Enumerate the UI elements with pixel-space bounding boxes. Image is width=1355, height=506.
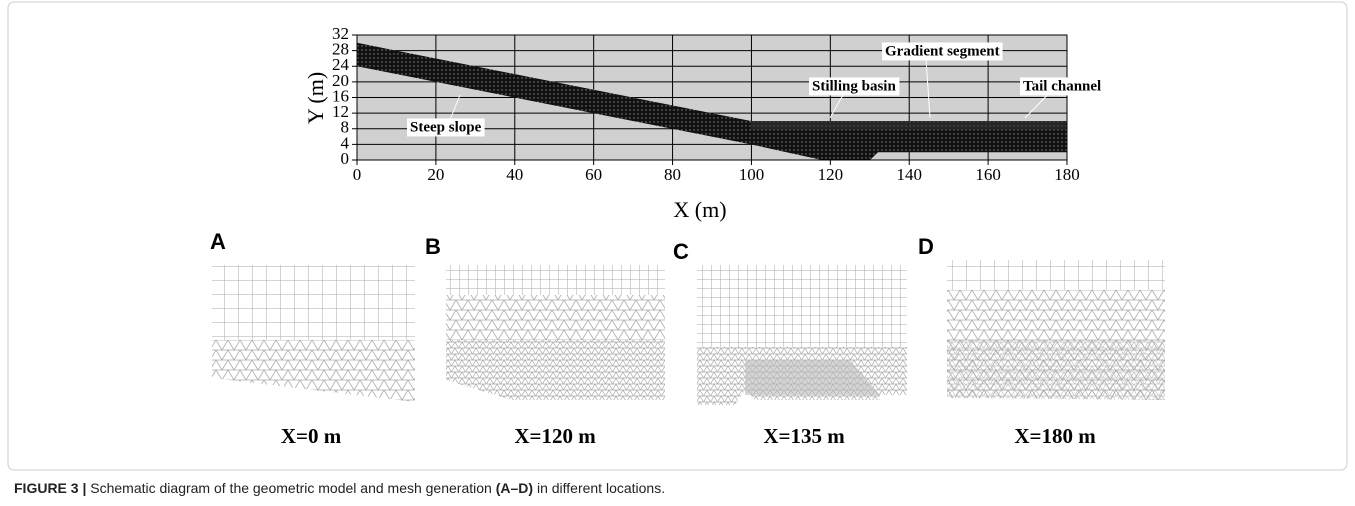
caption-ref: (A–D) — [495, 480, 534, 496]
panel-letter: B — [425, 234, 441, 259]
x-tick-label: 180 — [1054, 165, 1080, 184]
annotation: Tail channel — [1023, 78, 1101, 94]
y-tick-label: 20 — [332, 71, 349, 90]
caption-end: in different locations. — [536, 480, 666, 496]
basin-mesh — [751, 121, 1067, 130]
annotation: Stilling basin — [812, 78, 896, 94]
panel-letter: A — [210, 229, 226, 254]
x-tick-label: 20 — [427, 165, 444, 184]
channel-geometry — [357, 42, 1067, 160]
annotation: Steep slope — [410, 119, 482, 135]
x-tick-label: 120 — [818, 165, 844, 184]
x-axis-label: X (m) — [673, 197, 726, 222]
mesh-d — [947, 260, 1165, 400]
y-tick-label: 4 — [341, 133, 350, 152]
panel-letter: D — [918, 234, 934, 259]
x-tick-label: 140 — [896, 165, 922, 184]
y-tick-label: 32 — [332, 24, 349, 43]
y-tick-label: 8 — [341, 118, 350, 137]
y-tick-label: 16 — [332, 86, 349, 105]
annotation-bg — [882, 42, 1003, 61]
annotation-bg — [1020, 77, 1105, 96]
x-tick-label: 100 — [739, 165, 765, 184]
annotation: Gradient segment — [885, 43, 1000, 59]
x-tick-label: 40 — [506, 165, 523, 184]
annotation-bg — [809, 77, 900, 96]
mesh-c — [697, 265, 907, 405]
annotation-arrow — [449, 94, 461, 121]
y-axis-label: Y (m) — [303, 72, 328, 124]
mesh-a — [212, 265, 415, 402]
x-tick-label: 0 — [353, 165, 362, 184]
panel-caption: X=0 m — [281, 424, 342, 448]
panel-caption: X=135 m — [763, 424, 845, 448]
y-tick-label: 28 — [332, 40, 349, 59]
figure-caption: FIGURE 3 | Schematic diagram of the geom… — [14, 480, 665, 496]
caption-text: Schematic diagram of the geometric model… — [90, 480, 492, 496]
y-tick-label: 0 — [341, 149, 350, 168]
mesh-b — [446, 265, 665, 400]
y-tick-label: 12 — [332, 102, 349, 121]
x-tick-label: 160 — [975, 165, 1001, 184]
panel-caption: X=120 m — [514, 424, 596, 448]
x-tick-label: 80 — [664, 165, 681, 184]
panel-letter: C — [673, 239, 689, 264]
annotation-bg — [407, 118, 485, 137]
y-tick-label: 24 — [332, 55, 350, 74]
frame — [7, 1, 1348, 471]
x-tick-label: 60 — [585, 165, 602, 184]
panel-caption: X=180 m — [1014, 424, 1096, 448]
caption-label: FIGURE 3 | — [14, 480, 87, 496]
